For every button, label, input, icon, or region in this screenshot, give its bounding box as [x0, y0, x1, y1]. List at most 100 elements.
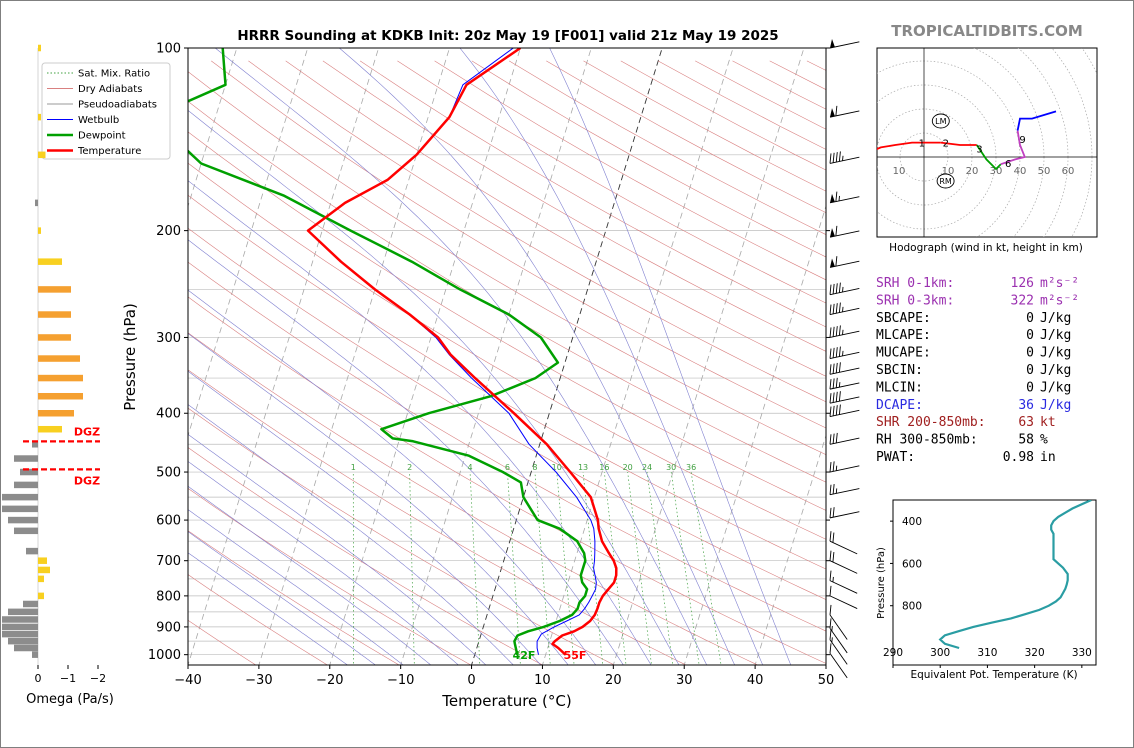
barb-flag — [832, 552, 835, 563]
hodograph-panel: 10 10 20 30 40 50 60 1 2 3 6 9 LM RM Hodograph (wind… — [876, 47, 1098, 254]
index-label: MLCAPE: — [876, 328, 931, 343]
index-label: MUCAPE: — [876, 346, 931, 361]
omega-bar — [32, 441, 38, 448]
barb-flag — [832, 532, 835, 543]
barb-flag — [832, 347, 835, 358]
barb-staff — [829, 156, 860, 164]
barb-staff — [829, 639, 848, 665]
wind-barb — [829, 404, 860, 417]
x-tick-label: −10 — [387, 673, 414, 688]
moist-adiabat — [188, 552, 348, 665]
wind-barb — [829, 550, 858, 574]
hodograph-segment — [1000, 130, 1027, 166]
barb-flag — [835, 347, 838, 358]
omega-bar — [38, 557, 47, 564]
barb-staff — [829, 595, 858, 609]
index-row: PWAT: 0.98 in — [876, 450, 1056, 465]
wind-barb — [829, 629, 848, 665]
index-unit: J/kg — [1040, 380, 1071, 395]
storm-motion-ellipse — [931, 113, 950, 129]
y-tick-label: 700 — [156, 554, 181, 569]
indices-table: SRH 0-1km: 126 m²s⁻² SRH 0-3km: 322 m²s⁻² SBCA… — [876, 276, 1079, 465]
surface-dewpoint-label: 42F — [513, 649, 536, 662]
skewt-series — [188, 48, 618, 656]
mixing-ratio-label: 4 — [467, 463, 472, 472]
moist-adiabat — [188, 180, 652, 665]
omega-bar — [20, 468, 38, 476]
omega-bar — [38, 592, 44, 600]
index-unit: in — [1040, 450, 1056, 465]
barb-half-flag — [842, 155, 844, 161]
mixing-ratio-line — [582, 472, 604, 665]
omega-bar — [35, 199, 38, 207]
omega-bar — [2, 623, 38, 631]
wind-barb — [829, 432, 860, 445]
barb-staff — [829, 307, 860, 315]
index-unit: % — [1040, 433, 1048, 448]
moist-adiabat — [188, 509, 404, 665]
theta-e-ytick-label: 800 — [902, 601, 922, 613]
barb-flag — [829, 531, 832, 542]
index-row: MLCAPE: 0 J/kg — [876, 328, 1071, 343]
dry-adiabat — [188, 194, 826, 570]
temperature-line — [306, 48, 618, 656]
hodograph-rings: 10 10 20 30 40 50 60 — [877, 48, 1097, 237]
omega-bar — [14, 455, 38, 462]
barb-staff — [829, 560, 858, 574]
omega-bars — [2, 44, 83, 658]
dry-adiabat — [397, 60, 826, 304]
barb-half-flag — [842, 306, 844, 312]
legend-label: Wetbulb — [78, 115, 119, 126]
surface-temperature-label: 55F — [564, 649, 587, 662]
moist-adiabat — [188, 404, 514, 665]
y-tick-label: 800 — [156, 589, 181, 604]
barb-flag — [832, 378, 835, 389]
dewpoint-line — [188, 48, 589, 655]
barb-staff — [829, 110, 860, 118]
index-label: SBCAPE: — [876, 311, 931, 326]
y-tick-label: 200 — [156, 224, 181, 239]
hodograph-height-label: 3 — [976, 145, 982, 156]
wind-barb — [829, 604, 848, 640]
barb-flag — [832, 484, 835, 495]
x-axis-label: Temperature (°C) — [441, 692, 571, 710]
barb-flag — [829, 393, 832, 404]
barb-staff — [829, 396, 860, 404]
wind-barb — [829, 484, 860, 496]
theta-e-xtick-label: 300 — [930, 647, 950, 659]
mixing-ratio-label: 13 — [578, 463, 588, 472]
barb-flag — [829, 570, 832, 581]
wind-barb — [829, 346, 860, 359]
dry-adiabat — [188, 369, 687, 665]
omega-bar — [8, 516, 38, 524]
barb-flag — [835, 326, 838, 337]
omega-bar — [38, 151, 46, 159]
wind-barb — [829, 105, 860, 118]
y-tick-label: 500 — [156, 466, 181, 481]
barb-half-flag — [832, 576, 834, 583]
isotherm-line — [0, 20, 33, 667]
isotherm-line — [400, 48, 592, 665]
brand-logo: TROPICALTIDBITS.COM — [891, 22, 1083, 40]
legend-label: Pseudoadiabats — [78, 100, 157, 111]
barb-flag — [838, 282, 841, 293]
barb-staff — [829, 628, 848, 654]
omega-ticks: 0 −1 −2 — [35, 665, 106, 685]
omega-tick-label: 0 — [35, 672, 42, 685]
omega-bar — [38, 425, 62, 433]
barb-flag — [829, 507, 832, 518]
barb-flag — [829, 364, 832, 375]
omega-bar — [38, 575, 44, 583]
moist-adiabat — [215, 48, 708, 665]
omega-axis-label: Omega (Pa/s) — [26, 692, 114, 707]
dry-adiabat — [285, 60, 826, 377]
dry-adiabat — [322, 60, 826, 352]
hodograph-height-label: 1 — [919, 139, 925, 150]
dgz-markers: DGZ DGZ — [23, 425, 100, 487]
x-tick-label: −20 — [316, 673, 343, 688]
barb-flag — [832, 405, 835, 416]
skewt-grid: 1 2 4 6 8 10 13 16 20 24 30 36 — [0, 20, 826, 667]
barb-flag — [829, 618, 832, 629]
moist-adiabat — [188, 531, 376, 665]
dry-adiabat — [188, 332, 759, 665]
